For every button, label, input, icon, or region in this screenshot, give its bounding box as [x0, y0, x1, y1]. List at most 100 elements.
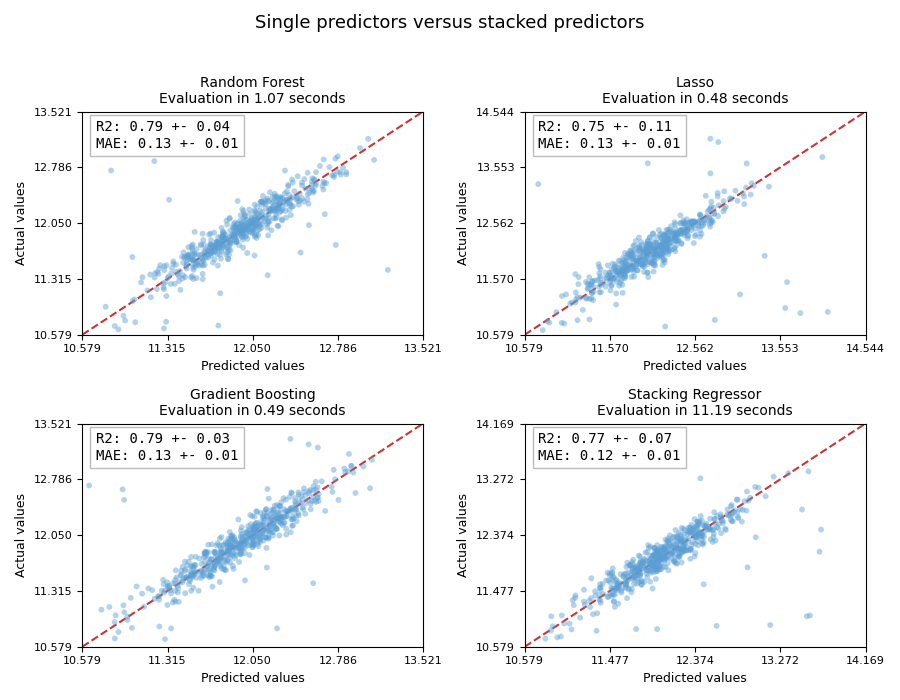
Point — [662, 547, 677, 558]
Point — [673, 217, 688, 228]
Point — [655, 237, 670, 248]
Point — [654, 232, 669, 244]
Point — [660, 244, 674, 256]
Point — [240, 533, 255, 545]
Point — [302, 488, 317, 499]
Point — [228, 536, 242, 547]
Point — [265, 204, 279, 216]
Point — [118, 315, 132, 326]
Point — [246, 534, 260, 545]
Point — [737, 191, 751, 202]
Point — [218, 545, 232, 557]
Point — [182, 578, 196, 589]
Point — [723, 510, 737, 522]
Point — [195, 274, 210, 285]
Point — [686, 220, 700, 231]
Point — [210, 555, 224, 566]
Point — [620, 592, 634, 603]
Point — [253, 533, 267, 545]
Point — [699, 211, 714, 222]
Point — [234, 548, 248, 559]
Point — [623, 245, 637, 256]
Point — [226, 542, 240, 553]
Point — [182, 556, 196, 567]
Point — [680, 230, 695, 241]
Point — [184, 560, 199, 571]
Point — [339, 167, 354, 178]
Point — [637, 563, 652, 574]
Point — [236, 225, 250, 237]
Point — [658, 240, 672, 251]
Point — [662, 248, 676, 260]
Point — [283, 197, 297, 209]
Point — [200, 560, 214, 571]
Point — [194, 573, 208, 584]
Point — [650, 252, 664, 263]
Point — [151, 591, 166, 602]
Point — [611, 256, 625, 267]
Point — [585, 288, 599, 299]
Point — [291, 196, 305, 207]
Point — [245, 538, 259, 550]
Point — [239, 527, 254, 538]
Point — [650, 624, 664, 635]
Point — [644, 556, 659, 568]
Point — [165, 262, 179, 274]
Point — [283, 199, 297, 210]
Point — [690, 527, 705, 538]
Point — [639, 565, 653, 576]
Point — [590, 608, 605, 619]
Point — [641, 267, 655, 279]
Point — [668, 230, 682, 241]
Point — [642, 562, 656, 573]
Point — [260, 193, 274, 204]
Point — [181, 241, 195, 253]
Point — [249, 505, 264, 517]
Point — [639, 244, 653, 255]
Point — [664, 244, 679, 255]
Point — [309, 496, 323, 507]
Point — [658, 545, 672, 557]
Point — [157, 323, 171, 334]
Point — [225, 541, 239, 552]
Point — [316, 184, 330, 195]
Point — [646, 228, 661, 239]
Point — [603, 285, 617, 296]
Point — [690, 536, 705, 547]
Point — [213, 543, 228, 554]
Point — [734, 503, 748, 514]
Point — [208, 561, 222, 572]
Point — [678, 224, 692, 235]
Point — [157, 284, 171, 295]
Point — [618, 259, 633, 270]
Point — [660, 241, 674, 252]
Point — [629, 260, 643, 272]
Point — [671, 228, 686, 239]
Point — [571, 292, 585, 303]
Point — [242, 226, 256, 237]
Point — [645, 551, 660, 562]
Point — [226, 561, 240, 572]
Point — [264, 509, 278, 520]
Point — [717, 186, 732, 197]
Point — [634, 559, 649, 570]
Point — [674, 531, 688, 542]
Point — [683, 527, 698, 538]
Point — [186, 253, 201, 265]
Point — [569, 287, 583, 298]
Point — [647, 251, 662, 262]
Point — [273, 516, 287, 527]
Point — [232, 556, 247, 568]
Point — [714, 528, 728, 539]
Point — [644, 243, 658, 254]
Point — [616, 258, 630, 270]
Point — [637, 256, 652, 267]
Point — [619, 258, 634, 269]
Point — [608, 265, 623, 276]
Point — [647, 248, 662, 260]
Point — [695, 217, 709, 228]
Point — [268, 209, 283, 220]
Point — [274, 512, 288, 523]
Point — [644, 567, 658, 578]
Point — [637, 266, 652, 277]
